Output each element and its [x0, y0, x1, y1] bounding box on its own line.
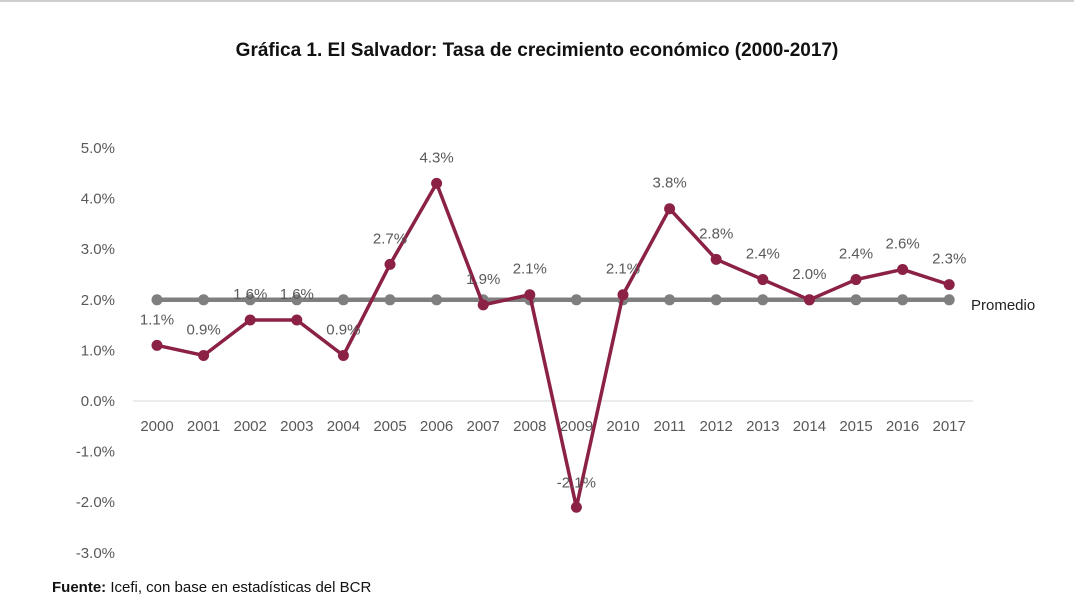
- y-tick-label: -2.0%: [76, 494, 115, 511]
- data-label: 2.1%: [606, 261, 640, 278]
- data-label: 2.8%: [699, 225, 733, 242]
- growth-rate-point: [524, 289, 536, 301]
- promedio-point: [664, 294, 676, 306]
- y-tick-label: 0.0%: [81, 393, 115, 410]
- x-tick-label: 2006: [420, 418, 453, 435]
- x-tick-label: 2004: [327, 418, 360, 435]
- growth-rate-point: [291, 314, 303, 326]
- promedio-point: [384, 294, 396, 306]
- data-label: 1.6%: [233, 286, 267, 303]
- y-tick-label: 2.0%: [81, 292, 115, 309]
- promedio-point: [291, 294, 303, 306]
- source-text: Icefi, con base en estadísticas del BCR: [106, 579, 372, 596]
- data-label: 3.8%: [652, 175, 686, 192]
- x-tick-label: 2008: [513, 418, 546, 435]
- x-tick-label: 2015: [839, 418, 872, 435]
- data-label: 2.0%: [792, 266, 826, 283]
- source-note: Fuente: Icefi, con base en estadísticas …: [52, 579, 371, 596]
- y-tick-label: 4.0%: [81, 191, 115, 208]
- promedio-point: [198, 294, 210, 306]
- growth-rate-point: [943, 279, 955, 291]
- data-label: 1.6%: [280, 286, 314, 303]
- x-tick-label: 2010: [606, 418, 639, 435]
- data-label: 4.3%: [419, 149, 453, 166]
- x-tick-label: 2002: [234, 418, 267, 435]
- growth-rate-point: [244, 314, 256, 326]
- x-tick-label: 2007: [467, 418, 500, 435]
- growth-rate-point: [897, 263, 909, 275]
- data-label: 0.9%: [326, 321, 360, 338]
- top-border: [0, 0, 1074, 2]
- y-tick-label: -1.0%: [76, 444, 115, 461]
- growth-rate-point: [664, 203, 676, 215]
- source-label: Fuente:: [52, 579, 107, 596]
- promedio-point: [570, 294, 582, 306]
- promedio-point: [431, 294, 443, 306]
- growth-rate-point: [570, 501, 582, 513]
- growth-rate-point: [198, 349, 210, 361]
- x-tick-label: 2001: [187, 418, 220, 435]
- data-label: 1.9%: [466, 271, 500, 288]
- x-tick-label: 2011: [653, 418, 685, 435]
- y-tick-label: 1.0%: [81, 342, 115, 359]
- growth-rate-point: [384, 258, 396, 270]
- x-tick-label: 2012: [700, 418, 733, 435]
- data-label: 2.1%: [513, 261, 547, 278]
- x-tick-label: 2016: [886, 418, 919, 435]
- data-label: 2.4%: [839, 246, 873, 263]
- x-tick-label: 2000: [140, 418, 173, 435]
- x-tick-label: 2009: [560, 418, 593, 435]
- growth-rate-line: [156, 181, 950, 510]
- promedio-point: [850, 294, 862, 306]
- y-tick-label: -3.0%: [76, 545, 115, 562]
- data-label: 1.1%: [140, 311, 174, 328]
- data-label: 2.6%: [885, 235, 919, 252]
- growth-rate-point: [757, 274, 769, 286]
- promedio-point: [710, 294, 722, 306]
- promedio-point: [943, 294, 955, 306]
- growth-rate-point: [617, 289, 629, 301]
- growth-rate-point: [803, 294, 815, 306]
- data-label: 2.3%: [932, 251, 966, 268]
- chart-title: Gráfica 1. El Salvador: Tasa de crecimie…: [235, 40, 839, 61]
- growth-rate-point: [337, 349, 349, 361]
- promedio-point: [337, 294, 349, 306]
- y-tick-label: 5.0%: [81, 140, 115, 157]
- growth-rate-point: [431, 177, 443, 189]
- x-tick-label: 2003: [280, 418, 313, 435]
- growth-rate-point: [477, 299, 489, 311]
- x-tick-label: 2005: [373, 418, 406, 435]
- promedio-point: [757, 294, 769, 306]
- x-tick-label: 2014: [793, 418, 826, 435]
- growth-rate-point: [710, 253, 722, 265]
- x-tick-label: 2013: [746, 418, 779, 435]
- promedio-point: [151, 294, 163, 306]
- x-tick-label: 2017: [933, 418, 966, 435]
- data-label: 2.4%: [746, 246, 780, 263]
- promedio-label: Promedio: [971, 297, 1035, 314]
- data-label: 2.7%: [373, 230, 407, 247]
- y-tick-label: 3.0%: [81, 241, 115, 258]
- growth-rate-point: [850, 274, 862, 286]
- data-label: -2.1%: [557, 474, 596, 491]
- promedio-point: [244, 294, 256, 306]
- data-label: 0.9%: [186, 321, 220, 338]
- promedio-point: [897, 294, 909, 306]
- growth-rate-point: [151, 339, 163, 351]
